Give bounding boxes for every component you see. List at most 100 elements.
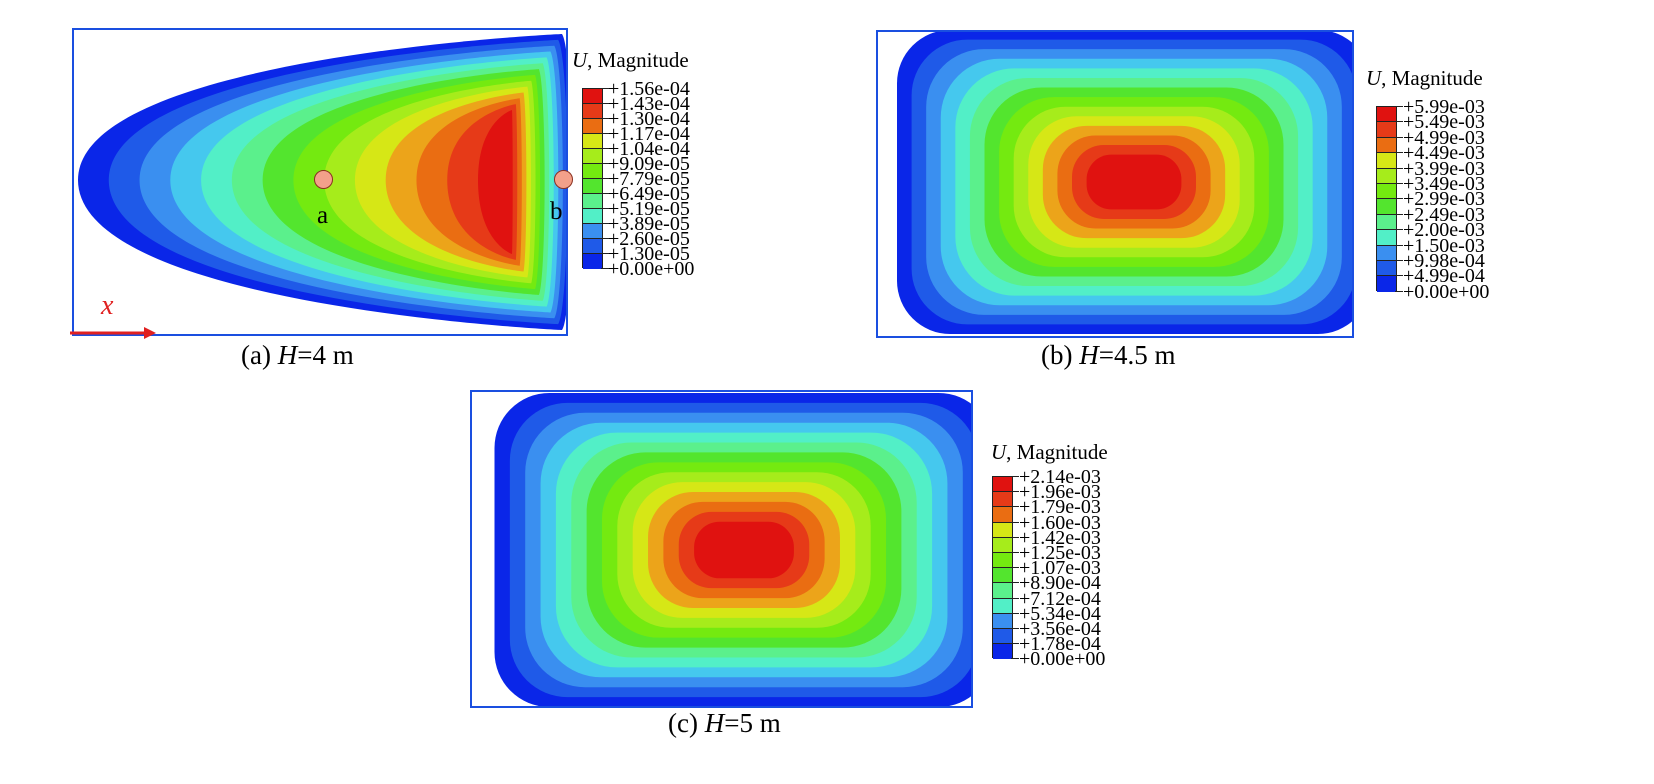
legend-swatch: [1377, 260, 1396, 277]
legend-value-label: +3.99e-03: [1403, 157, 1485, 180]
legend-tick: [601, 133, 609, 134]
legend-swatch: [1377, 137, 1396, 154]
legend-tick: [1395, 290, 1403, 292]
legend-swatch: [1377, 122, 1396, 138]
legend-value-label: +3.49e-03: [1403, 173, 1485, 195]
point-a-label: a: [317, 202, 329, 229]
legend-tick: [1011, 658, 1019, 660]
legend-swatch: [993, 477, 1012, 493]
legend-swatch: [583, 194, 602, 209]
legend-tick: [1395, 106, 1403, 107]
caption-rest: =5 m: [724, 708, 781, 738]
legend-swatch: [1377, 153, 1396, 169]
legend-title-var: U: [1366, 66, 1382, 90]
point-a-marker: [314, 170, 333, 189]
legend-value-label: +3.56e-04: [1019, 618, 1101, 640]
contour-plot-b: [876, 30, 1354, 338]
legend-value-label: +1.96e-03: [1019, 481, 1101, 504]
contour-band: [1086, 154, 1182, 210]
legend-tick: [1011, 491, 1019, 493]
legend-swatch: [583, 179, 602, 194]
legend-swatch: [993, 583, 1012, 599]
x-axis-label: x: [101, 290, 114, 321]
legend-value-label: +0.00e+00: [1403, 280, 1490, 303]
legend-tick: [601, 118, 609, 119]
contour-plot-c: [470, 390, 973, 708]
legend-swatch: [993, 628, 1012, 645]
legend-tick: [1011, 536, 1019, 538]
legend-value-label: +4.99e-04: [1403, 265, 1485, 288]
contour-field-a: [78, 34, 566, 330]
legend-tick: [1395, 198, 1403, 200]
legend-swatch: [1377, 230, 1396, 246]
legend-title-rest: , Magnitude: [1006, 440, 1108, 464]
legend-value-label: +1.25e-03: [1019, 542, 1101, 564]
legend-colorbar: [992, 476, 1013, 660]
legend-tick: [1011, 582, 1019, 584]
legend-value-label: +1.60e-03: [1019, 511, 1101, 534]
legend-title-a: U, Magnitude: [572, 48, 689, 73]
legend-value-label: +5.19e-05: [608, 198, 690, 220]
legend-value-label: +4.49e-03: [1403, 142, 1485, 165]
legend-value-label: +5.34e-04: [1019, 602, 1101, 625]
legend-tick: [601, 88, 609, 89]
legend-swatch: [583, 149, 602, 164]
legend-value-label: +3.89e-05: [608, 213, 690, 235]
caption-rest: =4 m: [297, 340, 354, 370]
legend-tick: [1011, 506, 1019, 508]
legend-tick: [1395, 167, 1403, 169]
legend-swatch: [583, 209, 602, 224]
legend-tick: [601, 103, 609, 104]
legend-swatch: [993, 522, 1012, 538]
legend-tick: [1395, 260, 1403, 261]
legend-swatch: [583, 119, 602, 134]
legend-tick: [1011, 643, 1019, 645]
legend-value-label: +1.07e-03: [1019, 557, 1101, 580]
legend-swatch: [993, 552, 1012, 569]
legend-value-label: +1.04e-04: [608, 138, 690, 160]
legend-tick: [1011, 612, 1019, 614]
legend-swatch: [1377, 245, 1396, 261]
contour-band: [478, 110, 513, 254]
legend-tick: [1011, 521, 1019, 523]
caption-c: (c) H=5 m: [668, 708, 781, 739]
legend-swatch: [583, 254, 602, 269]
legend-swatch: [993, 537, 1012, 553]
legend-value-label: +6.49e-05: [608, 183, 690, 205]
legend-value-label: +8.90e-04: [1019, 572, 1101, 595]
legend-tick: [1011, 567, 1019, 569]
legend-title-var: U: [991, 440, 1007, 464]
legend-swatch: [993, 507, 1012, 523]
legend-swatch: [993, 492, 1012, 508]
legend-swatch: [583, 164, 602, 179]
legend-tick: [601, 253, 609, 254]
legend-tick: [1395, 213, 1403, 215]
legend-tick: [1395, 121, 1403, 123]
legend-value-label: +1.50e-03: [1403, 234, 1485, 257]
caption-prefix: (a): [241, 340, 278, 370]
legend-title-b: U, Magnitude: [1366, 66, 1483, 91]
point-b-label: b: [550, 198, 563, 225]
legend-value-label: +7.79e-05: [608, 168, 690, 190]
legend-value-label: +1.30e-05: [608, 243, 690, 265]
legend-value-label: +1.17e-04: [608, 123, 690, 145]
legend-value-label: +5.99e-03: [1403, 96, 1485, 118]
legend-value-label: +1.78e-04: [1019, 633, 1101, 656]
caption-rest: =4.5 m: [1098, 340, 1176, 370]
legend-tick: [601, 268, 609, 269]
legend-swatch: [1377, 107, 1396, 123]
legend-value-label: +9.98e-04: [1403, 250, 1485, 272]
legend-value-label: +0.00e+00: [608, 258, 695, 280]
legend-swatch: [1377, 168, 1396, 184]
legend-value-label: +1.30e-04: [608, 108, 690, 130]
legend-tick: [1395, 136, 1403, 138]
legend-tick: [601, 238, 609, 239]
legend-swatch: [993, 568, 1012, 584]
contour-field-c: [494, 393, 971, 706]
legend-tick: [1011, 628, 1019, 629]
legend-tick: [601, 163, 609, 164]
legend-swatch: [1377, 183, 1396, 200]
legend-swatch: [583, 134, 602, 149]
legend-colorbar: [582, 88, 603, 269]
legend-swatch: [583, 104, 602, 119]
